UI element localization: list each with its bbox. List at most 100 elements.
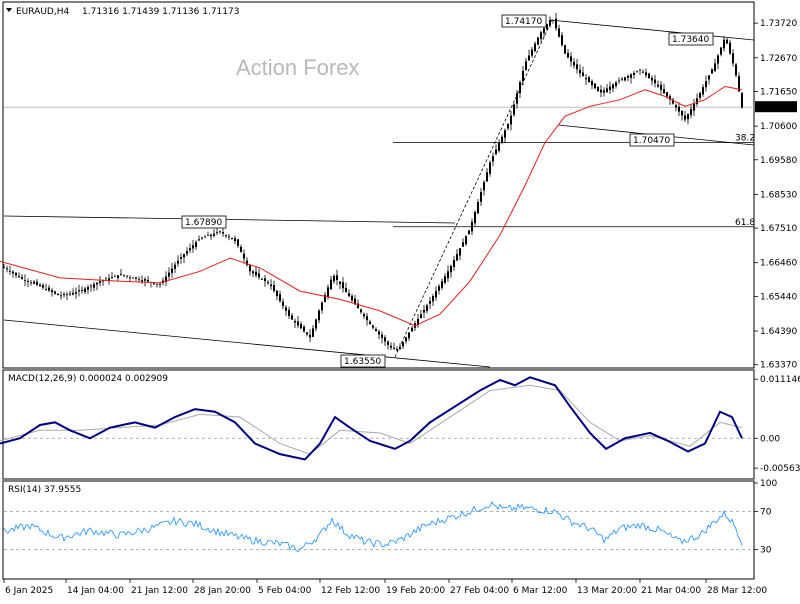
candle-body	[726, 39, 728, 44]
candle-body	[732, 53, 734, 64]
candle-body	[456, 254, 458, 261]
price-layer: 38.2 61.8 1.74170 1.73640 1.70470 1.67890 1.63…	[0, 12, 755, 368]
candle-body	[462, 242, 464, 247]
candle-body	[486, 172, 488, 182]
candle-body	[519, 82, 521, 94]
candle-body	[96, 282, 98, 285]
candle-body	[318, 310, 320, 321]
candle-body	[480, 192, 482, 202]
candle-body	[216, 232, 218, 233]
candle-body	[447, 271, 449, 279]
candle-body	[198, 239, 200, 241]
candle-body	[630, 74, 632, 78]
candle-body	[717, 55, 719, 64]
time-tick-label: 14 Jan 04:00	[67, 586, 124, 596]
candle-body	[426, 305, 428, 311]
candle-body	[585, 77, 587, 80]
candle-body	[87, 287, 89, 290]
candle-body	[120, 273, 122, 275]
candle-body	[279, 294, 281, 301]
candle-body	[708, 75, 710, 80]
candle-body	[363, 313, 365, 317]
candle-body	[498, 143, 500, 151]
candle-body	[57, 293, 59, 296]
candle-body	[69, 293, 71, 295]
candle-body	[168, 272, 170, 277]
rsi-tick-label: 100	[760, 479, 777, 489]
candle-body	[672, 99, 674, 104]
candle-body	[261, 278, 263, 280]
time-tick-label: 13 Mar 20:00	[577, 586, 637, 596]
lower-trend-line	[3, 319, 491, 368]
swing-label: 1.70470	[633, 136, 670, 146]
moving-average-line	[0, 85, 743, 327]
candle-body	[147, 279, 149, 282]
candle-body	[309, 334, 311, 338]
time-tick-label: 12 Feb 12:00	[321, 586, 380, 596]
candle-body	[315, 319, 317, 329]
candle-body	[582, 72, 584, 77]
candle-body	[99, 281, 101, 283]
candle-body	[237, 239, 239, 246]
candle-body	[231, 237, 233, 240]
candle-body	[21, 277, 23, 279]
candle-body	[321, 302, 323, 311]
price-tick-label: 1.67510	[760, 224, 797, 234]
candle-body	[738, 76, 740, 92]
candle-body	[282, 301, 284, 306]
candle-body	[648, 73, 650, 78]
candle-body	[546, 24, 548, 30]
candle-body	[522, 70, 524, 82]
candle-body	[18, 276, 20, 278]
candle-body	[369, 321, 371, 325]
candle-body	[339, 281, 341, 285]
candle-body	[267, 282, 269, 284]
price-tick-label: 1.65440	[760, 292, 797, 302]
candle-body	[639, 69, 641, 71]
candle-body	[381, 334, 383, 338]
candle-body	[93, 284, 95, 288]
candle-body	[159, 283, 161, 285]
candle-body	[225, 235, 227, 236]
candle-body	[402, 342, 404, 347]
swing-label-box	[501, 14, 547, 28]
candle-body	[297, 321, 299, 326]
chart-symbol: EURAUD,H4	[16, 7, 69, 17]
candle-body	[669, 96, 671, 100]
candle-body	[183, 254, 185, 258]
macd-layer	[0, 376, 754, 461]
candle-body	[117, 275, 119, 278]
candle-body	[504, 130, 506, 138]
swing-label: 1.74170	[505, 17, 542, 27]
candle-body	[654, 79, 656, 84]
candle-body	[411, 327, 413, 332]
price-tick-label: 1.69580	[760, 156, 797, 166]
candle-body	[72, 292, 74, 295]
time-tick-label: 5 Feb 04:00	[258, 586, 312, 596]
fib-level-label: 61.8	[735, 218, 755, 228]
swing-label-box	[181, 215, 227, 229]
candle-body	[609, 86, 611, 90]
candle-body	[624, 77, 626, 81]
candle-body	[306, 332, 308, 335]
candle-body	[3, 267, 5, 269]
candle-body	[90, 285, 92, 287]
candle-body	[324, 294, 326, 302]
candle-body	[312, 328, 314, 337]
candle-body	[207, 234, 209, 236]
candle-body	[357, 303, 359, 309]
price-tick-label: 1.72670	[760, 54, 797, 64]
candle-body	[372, 325, 374, 328]
candle-body	[513, 104, 515, 115]
candle-body	[531, 49, 533, 56]
candle-body	[249, 265, 251, 272]
candle-body	[42, 285, 44, 288]
candle-body	[345, 287, 347, 293]
candle-body	[432, 296, 434, 302]
candle-body	[84, 288, 86, 292]
candle-body	[66, 294, 68, 296]
candle-body	[48, 287, 50, 291]
dropdown-triangle-icon[interactable]	[6, 8, 12, 12]
price-tick-label: 1.68530	[760, 190, 797, 200]
candle-body	[228, 236, 230, 238]
